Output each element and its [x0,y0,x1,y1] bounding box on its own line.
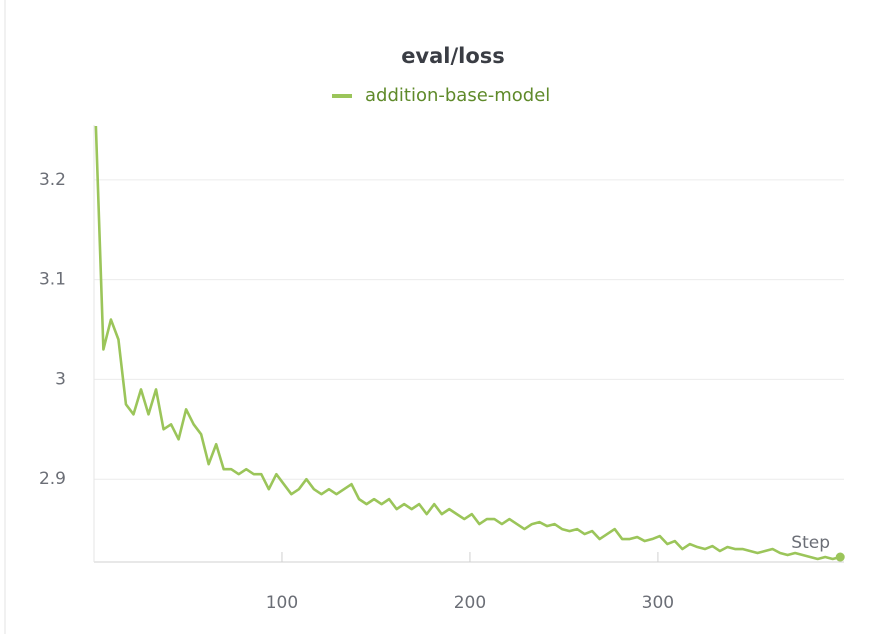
y-tick-label: 2.9 [39,469,66,489]
end-point [835,552,845,562]
legend-label: addition-base-model [365,85,550,106]
x-tick-label: 100 [266,593,298,613]
series-line [94,125,841,561]
x-axis-label: Step [791,533,830,553]
y-tick-label: 3.1 [39,270,66,290]
y-tick-label: 3.2 [39,170,66,190]
chart-title: eval/loss [401,44,505,68]
x-tick-label: 300 [642,593,674,613]
x-tick-label: 200 [454,593,486,613]
y-tick-label: 3 [55,369,66,389]
